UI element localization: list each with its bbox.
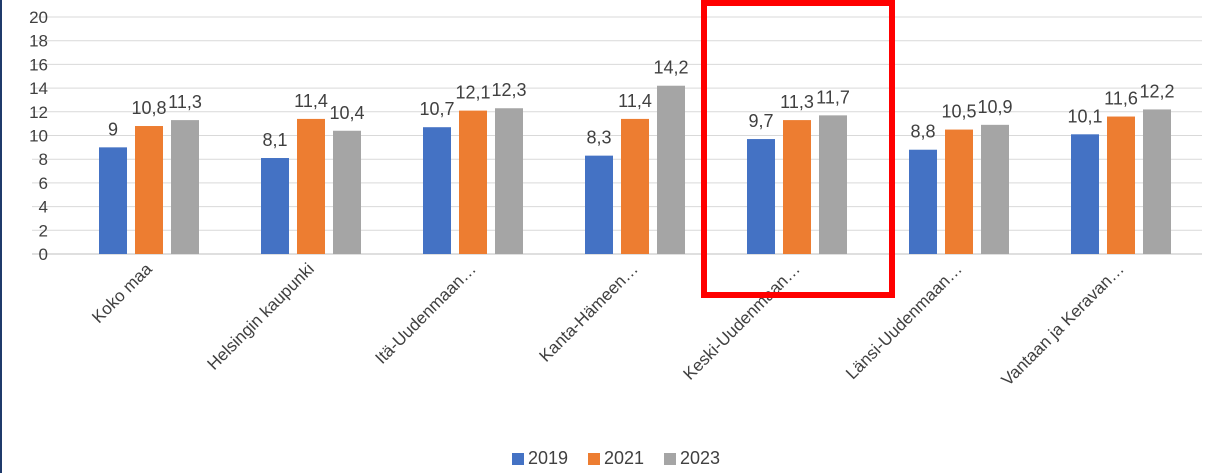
data-label: 10,8: [131, 98, 166, 118]
bar-2019: [747, 139, 775, 254]
legend-entry: 2019: [528, 448, 568, 468]
data-label: 8,8: [910, 122, 935, 142]
data-label: 11,6: [1104, 89, 1138, 109]
bar-2021: [135, 126, 163, 254]
bar-2023: [171, 120, 199, 254]
y-tick-label: 12: [29, 103, 48, 122]
data-label: 11,3: [780, 92, 814, 112]
data-label: 12,3: [491, 80, 526, 100]
data-label: 8,1: [262, 130, 287, 150]
data-label: 12,1: [455, 83, 490, 103]
x-category-label: Keski-Uudenmaan…: [679, 259, 803, 383]
bar-2023: [333, 130, 361, 254]
data-label: 11,4: [294, 91, 328, 111]
x-category-label: Itä-Uudenmaan…: [372, 259, 480, 367]
bar-2019: [261, 158, 289, 254]
y-tick-label: 16: [29, 55, 48, 74]
data-label: 11,7: [816, 87, 850, 107]
highlight-box: [701, 0, 895, 298]
legend-swatch: [512, 453, 524, 465]
x-category-label: Kanta-Hämeen…: [536, 259, 642, 365]
x-category-label: Helsingin kaupunki: [203, 259, 317, 373]
y-tick-label: 8: [39, 150, 48, 169]
y-tick-label: 4: [39, 198, 48, 217]
highlight-box: [701, 0, 895, 298]
data-label: 10,7: [419, 99, 454, 119]
data-label: 11,3: [168, 92, 202, 112]
legend-swatch: [588, 453, 600, 465]
legend-entry: 2023: [680, 448, 720, 468]
bar-2021: [297, 118, 325, 254]
x-category-label: Vantaan ja Keravan…: [998, 259, 1128, 389]
data-label: 10,1: [1067, 106, 1102, 126]
data-label: 9,7: [748, 111, 773, 131]
gridlines: [32, 16, 1202, 255]
bar-2021: [945, 129, 973, 254]
y-tick-label: 6: [39, 174, 48, 193]
bar-2021: [1107, 116, 1135, 254]
bars: [99, 85, 1171, 255]
data-labels: 910,8 11,38,111,410,4 10,712,1 12,38,311,41…: [108, 58, 1175, 150]
data-label: 10,9: [977, 97, 1012, 117]
bar-2019: [585, 155, 613, 254]
legend: 2019 2021 2023: [512, 448, 720, 468]
bar-2019: [1071, 134, 1099, 254]
y-tick-label: 18: [29, 32, 48, 51]
bar-2023: [657, 85, 685, 254]
bar-2023: [819, 115, 847, 254]
data-label: 12,2: [1139, 81, 1174, 101]
data-label: 11,4: [618, 91, 652, 111]
bar-2021: [459, 110, 487, 255]
x-category-label: Koko maa: [88, 259, 156, 327]
legend-entry: 2021: [604, 448, 644, 468]
bar-2019: [423, 127, 451, 254]
bar-2021: [783, 120, 811, 254]
bar-2019: [99, 147, 127, 254]
bar-2021: [621, 118, 649, 254]
data-label: 10,4: [329, 103, 364, 123]
bar-2023: [495, 108, 523, 255]
bar-2019: [909, 149, 937, 254]
data-label: 10,5: [941, 102, 976, 122]
y-tick-label: 0: [39, 245, 48, 264]
data-label: 14,2: [653, 58, 688, 78]
bar-2023: [981, 124, 1009, 255]
y-tick-label: 14: [29, 79, 48, 98]
y-tick-label: 20: [29, 8, 48, 27]
bar-2023: [1143, 109, 1171, 255]
y-tick-label: 2: [39, 221, 48, 240]
data-label: 9: [108, 119, 118, 139]
y-tick-label: 10: [29, 127, 48, 146]
data-label: 8,3: [586, 128, 611, 148]
x-category-label: Länsi-Uudenmaan…: [842, 259, 966, 383]
legend-swatch: [664, 453, 676, 465]
